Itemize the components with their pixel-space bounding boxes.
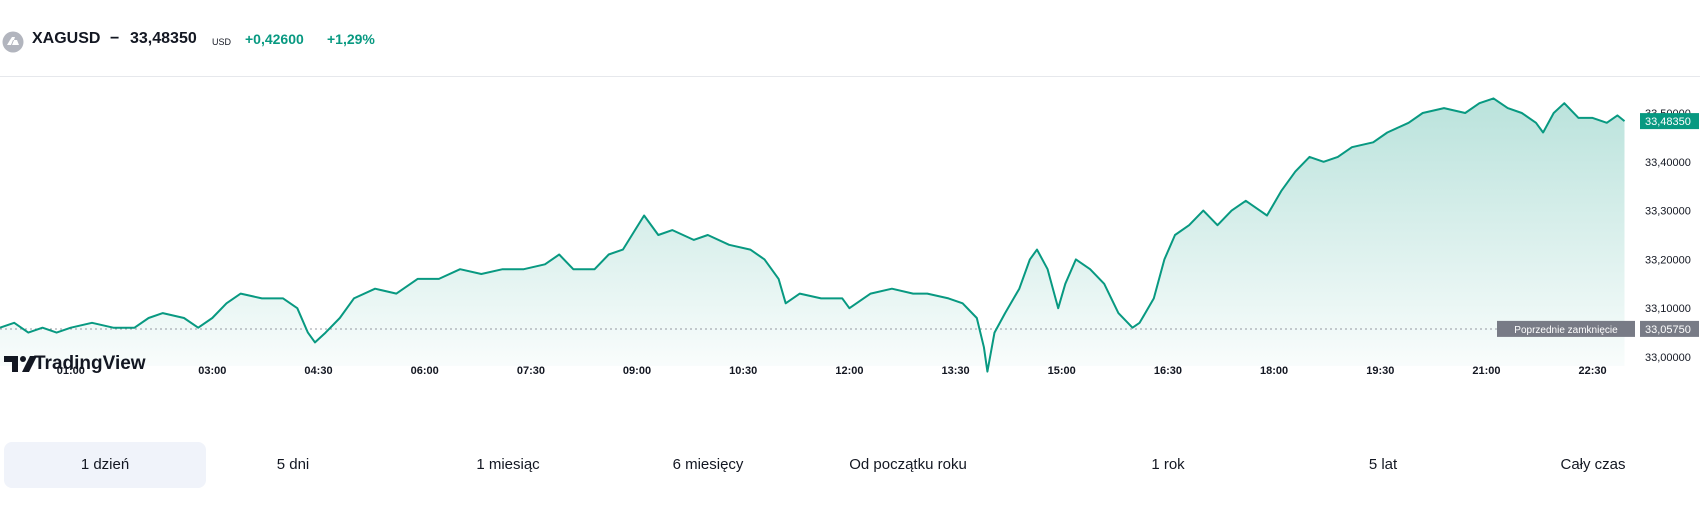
x-tick-label: 12:00	[835, 365, 863, 377]
tab-6-months[interactable]: 6 miesięcy	[672, 456, 744, 473]
last-price-badge	[1640, 113, 1699, 130]
previous-close-value-badge	[1640, 320, 1699, 337]
previous-close-name-badge	[1497, 320, 1635, 337]
x-tick-label: 10:30	[729, 365, 757, 377]
tradingview-logo-icon	[4, 356, 37, 372]
symbol-separator: −	[110, 30, 120, 47]
silver-coin-icon	[2, 31, 24, 53]
x-tick-label: 01:00	[57, 365, 85, 377]
brand-name: TradingView	[34, 353, 146, 374]
y-tick-label: 33,40000	[1645, 157, 1691, 169]
x-tick-label: 21:00	[1472, 365, 1500, 377]
tab-1-month[interactable]: 1 miesiąc	[476, 456, 540, 473]
tab-year-to-date[interactable]: Od początku roku	[849, 456, 967, 473]
price-chart[interactable]: 33,00000 33,10000 33,20000 33,30000 33,40000…	[0, 76, 1700, 442]
tab-5-years[interactable]: 5 lat	[1368, 456, 1398, 473]
x-tick-label: 16:30	[1154, 365, 1182, 377]
tab-1-day[interactable]: 1 dzień	[4, 442, 206, 488]
last-price-label: 33,48350	[1645, 116, 1691, 128]
price-area	[0, 98, 1625, 372]
x-tick-label: 04:30	[304, 365, 332, 377]
currency-label: USD	[212, 37, 232, 47]
price-line	[0, 97, 1626, 373]
x-tick-label: 06:00	[411, 365, 439, 377]
x-tick-label: 22:30	[1579, 365, 1607, 377]
y-tick-label: 33,20000	[1645, 254, 1691, 266]
x-tick-label: 03:00	[198, 365, 226, 377]
x-tick-label: 18:00	[1260, 365, 1288, 377]
tab-1-year[interactable]: 1 rok	[1151, 456, 1185, 473]
previous-close-name: Poprzednie zamknięcie	[1514, 325, 1618, 336]
symbol-name[interactable]: XAGUSD	[32, 30, 101, 47]
tab-all-time[interactable]: Cały czas	[1560, 456, 1626, 473]
x-tick-label: 09:00	[623, 365, 651, 377]
last-price: 33,48350	[130, 30, 197, 47]
price-change-percent: +1,29%	[327, 31, 375, 47]
timeframe-tabs: 1 dzień 5 dni 1 miesiąc 6 miesięcy Od po…	[0, 442, 1700, 490]
price-change: +0,42600	[245, 31, 304, 47]
x-tick-label: 13:30	[942, 365, 970, 377]
x-tick-label: 07:30	[517, 365, 545, 377]
previous-close-value: 33,05750	[1645, 324, 1691, 336]
symbol-header: XAGUSD − 33,48350 USD +0,42600 +1,29%	[0, 0, 1700, 77]
y-tick-label: 33,10000	[1645, 303, 1691, 315]
tab-5-days[interactable]: 5 dni	[276, 456, 310, 473]
x-tick-label: 19:30	[1366, 365, 1394, 377]
x-tick-label: 15:00	[1048, 365, 1076, 377]
y-tick-label: 33,30000	[1645, 206, 1691, 218]
y-tick-label: 33,00000	[1645, 352, 1691, 364]
tradingview-logo[interactable]: TradingView	[4, 353, 146, 379]
